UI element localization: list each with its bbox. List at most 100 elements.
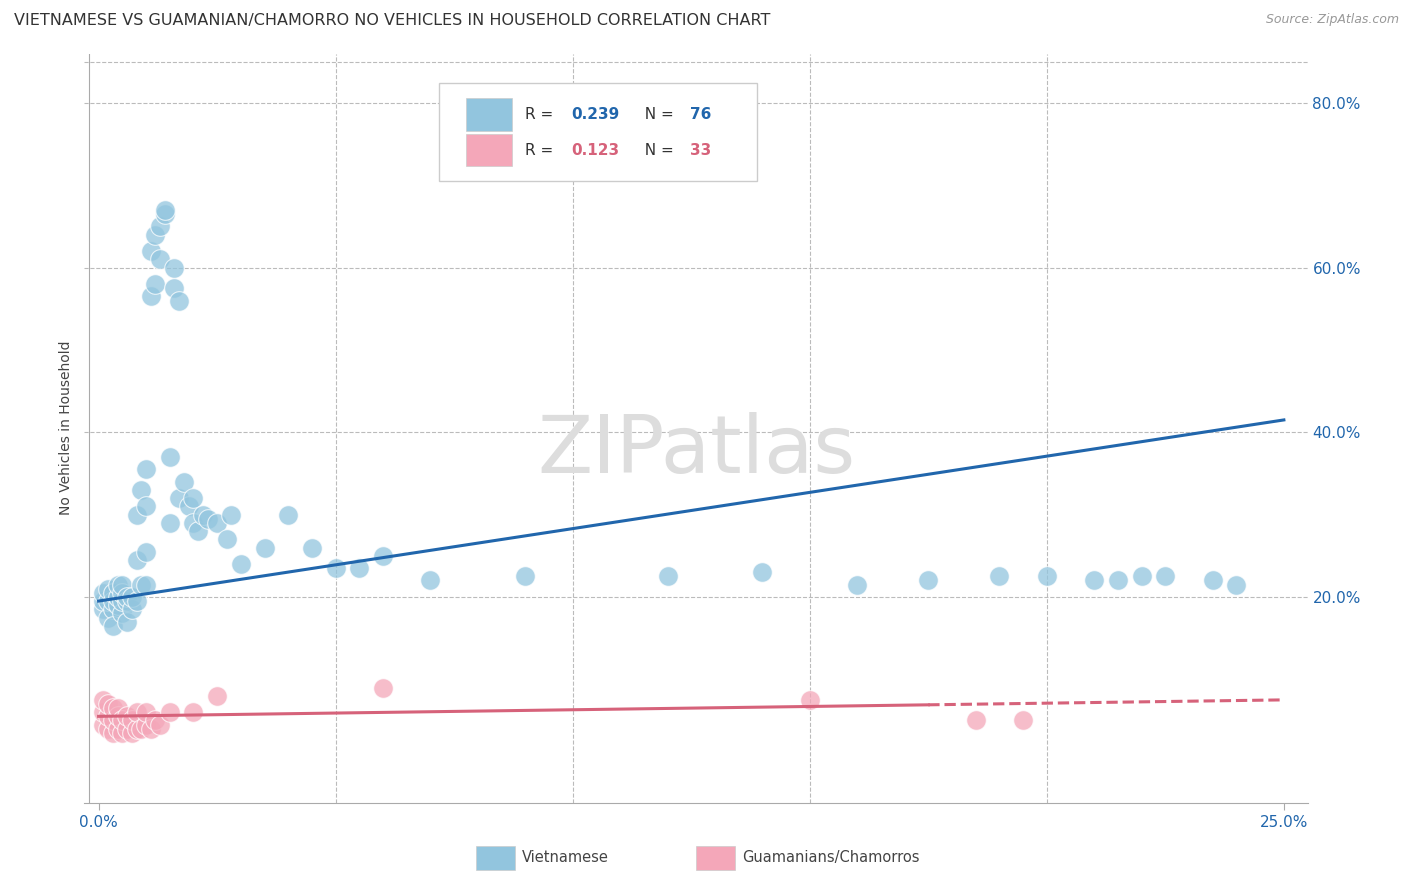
Point bbox=[101, 586, 124, 600]
Point bbox=[97, 722, 120, 736]
Point bbox=[101, 701, 124, 715]
Point bbox=[197, 512, 219, 526]
Point bbox=[153, 202, 176, 217]
Bar bbox=[465, 98, 513, 131]
Text: Guamanians/Chamorros: Guamanians/Chamorros bbox=[742, 850, 920, 865]
Point bbox=[101, 726, 124, 740]
Point bbox=[145, 227, 167, 242]
Point bbox=[125, 722, 148, 736]
Point bbox=[91, 705, 114, 719]
Point bbox=[1130, 569, 1153, 583]
Point bbox=[215, 533, 238, 547]
Point bbox=[917, 574, 939, 588]
Point bbox=[159, 705, 181, 719]
Point bbox=[371, 549, 394, 563]
Point bbox=[121, 590, 143, 604]
Point bbox=[1225, 577, 1247, 591]
Point bbox=[1012, 714, 1035, 728]
Point bbox=[115, 709, 138, 723]
Point bbox=[107, 590, 129, 604]
Point bbox=[139, 722, 162, 736]
Text: 76: 76 bbox=[690, 107, 711, 121]
Point bbox=[121, 714, 143, 728]
Point bbox=[107, 577, 129, 591]
Point bbox=[1202, 574, 1225, 588]
Point bbox=[129, 483, 152, 497]
Bar bbox=[465, 134, 513, 166]
Point bbox=[97, 709, 120, 723]
Point bbox=[129, 722, 152, 736]
Point bbox=[107, 598, 129, 612]
Point bbox=[657, 569, 679, 583]
Point bbox=[149, 252, 172, 267]
Point bbox=[145, 714, 167, 728]
Point bbox=[135, 500, 157, 514]
Point bbox=[371, 681, 394, 695]
Point bbox=[97, 697, 120, 711]
Point bbox=[965, 714, 987, 728]
Point bbox=[107, 709, 129, 723]
Text: R =: R = bbox=[524, 107, 558, 121]
Point bbox=[229, 557, 252, 571]
Point bbox=[159, 516, 181, 530]
Point bbox=[145, 277, 167, 291]
Point bbox=[121, 726, 143, 740]
Point bbox=[1154, 569, 1177, 583]
Point bbox=[349, 561, 371, 575]
Point bbox=[111, 726, 134, 740]
Point bbox=[91, 693, 114, 707]
Point bbox=[253, 541, 276, 555]
Point bbox=[277, 508, 299, 522]
Point bbox=[205, 516, 228, 530]
Point bbox=[115, 590, 138, 604]
FancyBboxPatch shape bbox=[439, 84, 758, 181]
Point bbox=[101, 714, 124, 728]
Text: VIETNAMESE VS GUAMANIAN/CHAMORRO NO VEHICLES IN HOUSEHOLD CORRELATION CHART: VIETNAMESE VS GUAMANIAN/CHAMORRO NO VEHI… bbox=[14, 13, 770, 29]
Point bbox=[325, 561, 347, 575]
Point bbox=[135, 544, 157, 558]
Point bbox=[101, 619, 124, 633]
Point bbox=[167, 491, 190, 505]
Text: 0.239: 0.239 bbox=[571, 107, 620, 121]
Point bbox=[515, 569, 537, 583]
Point bbox=[111, 577, 134, 591]
Point bbox=[205, 689, 228, 703]
Point bbox=[125, 705, 148, 719]
Point bbox=[125, 594, 148, 608]
Point bbox=[97, 610, 120, 624]
Bar bbox=[475, 847, 515, 871]
Point bbox=[135, 717, 157, 731]
Point bbox=[153, 207, 176, 221]
Text: ZIPatlas: ZIPatlas bbox=[537, 411, 855, 490]
Point bbox=[751, 566, 773, 580]
Point bbox=[101, 594, 124, 608]
Bar bbox=[696, 847, 735, 871]
Text: N =: N = bbox=[636, 107, 679, 121]
Text: Source: ZipAtlas.com: Source: ZipAtlas.com bbox=[1265, 13, 1399, 27]
Point bbox=[177, 500, 200, 514]
Point bbox=[163, 260, 186, 275]
Text: 33: 33 bbox=[690, 143, 711, 158]
Point bbox=[149, 717, 172, 731]
Point bbox=[221, 508, 243, 522]
Point bbox=[115, 615, 138, 629]
Point bbox=[159, 450, 181, 464]
Point bbox=[191, 508, 214, 522]
Point bbox=[183, 705, 205, 719]
Point bbox=[125, 508, 148, 522]
Text: 0.123: 0.123 bbox=[571, 143, 619, 158]
Point bbox=[115, 722, 138, 736]
Point bbox=[91, 586, 114, 600]
Y-axis label: No Vehicles in Household: No Vehicles in Household bbox=[59, 341, 73, 516]
Point bbox=[1036, 569, 1059, 583]
Point bbox=[111, 607, 134, 621]
Point bbox=[91, 717, 114, 731]
Point bbox=[988, 569, 1011, 583]
Text: Vietnamese: Vietnamese bbox=[522, 850, 609, 865]
Point bbox=[115, 594, 138, 608]
Point bbox=[107, 701, 129, 715]
Point bbox=[101, 602, 124, 616]
Point bbox=[799, 693, 821, 707]
Point bbox=[111, 714, 134, 728]
Point bbox=[107, 722, 129, 736]
